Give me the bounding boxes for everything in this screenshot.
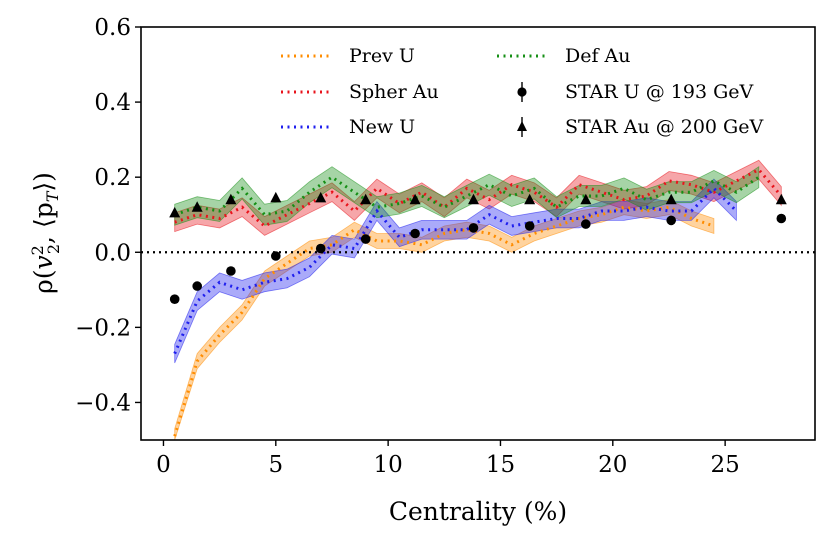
legend-marker-star-u — [517, 87, 527, 97]
point-star-u-193-gev — [192, 281, 202, 291]
x-axis-label: Centrality (%) — [389, 497, 567, 526]
point-star-u-193-gev — [315, 243, 326, 254]
line-new-u — [173, 186, 738, 355]
line-prev-u — [173, 205, 715, 437]
x-tick-label: 15 — [486, 452, 515, 478]
series-lines — [173, 167, 783, 437]
y-tick-label: 0.4 — [94, 90, 131, 116]
y-tick-label: 0.2 — [94, 165, 131, 191]
x-tick-label: 0 — [156, 452, 171, 478]
plot-frame — [140, 26, 816, 441]
point-star-u-193-gev — [169, 294, 180, 305]
point-star-au-200-gev — [580, 193, 592, 205]
y-tick-label: 0.6 — [94, 15, 131, 41]
legend-label-star-au: STAR Au @ 200 GeV — [565, 116, 763, 138]
legend-label-spher-au: Spher Au — [349, 81, 439, 103]
point-star-u-193-gev — [581, 219, 591, 229]
confidence-bands — [174, 159, 782, 441]
y-axis-label: ρ(v22, ⟨pT⟩) — [28, 172, 63, 294]
point-star-au-200-gev — [665, 193, 677, 205]
point-star-au-200-gev — [315, 191, 327, 203]
x-tick-label: 25 — [710, 452, 739, 478]
legend: Prev U Spher Au New U Def Au STAR U @ 19… — [281, 45, 763, 138]
point-star-u-193-gev — [468, 223, 479, 233]
y-tick-label: −0.2 — [75, 315, 131, 341]
data-markers — [169, 191, 787, 305]
legend-label-def-au: Def Au — [565, 45, 631, 67]
x-tick-label: 20 — [598, 452, 627, 478]
legend-label-prev-u: Prev U — [349, 45, 415, 67]
point-star-au-200-gev — [225, 193, 237, 205]
legend-marker-star-au — [517, 121, 527, 131]
point-star-u-193-gev — [271, 251, 281, 261]
point-star-au-200-gev — [409, 193, 421, 205]
y-tick-label: 0.0 — [94, 240, 131, 266]
point-star-u-193-gev — [226, 266, 236, 276]
band-new-u — [174, 178, 737, 364]
point-star-u-193-gev — [666, 215, 676, 226]
legend-label-star-u: STAR U @ 193 GeV — [565, 81, 754, 103]
band-def-au — [174, 165, 760, 226]
point-star-u-193-gev — [524, 221, 535, 231]
line-spher-au — [174, 167, 783, 228]
legend-label-new-u: New U — [349, 116, 415, 138]
point-star-u-193-gev — [360, 234, 371, 244]
y-tick-label: −0.4 — [75, 390, 131, 416]
point-star-u-193-gev — [776, 213, 787, 224]
y-axis-ticks: −0.4 −0.2 0.0 0.2 0.4 0.6 — [75, 15, 141, 416]
point-star-au-200-gev — [169, 206, 181, 218]
point-star-au-200-gev — [270, 191, 282, 203]
x-tick-label: 10 — [373, 452, 402, 478]
point-star-au-200-gev — [775, 193, 787, 205]
point-star-au-200-gev — [524, 193, 536, 205]
x-tick-label: 5 — [268, 452, 283, 478]
point-star-u-193-gev — [410, 228, 420, 239]
point-star-au-200-gev — [360, 193, 372, 205]
point-star-au-200-gev — [191, 201, 203, 212]
band-spher-au — [174, 159, 782, 236]
x-axis-ticks: 0 5 10 15 20 25 — [156, 440, 740, 478]
point-star-au-200-gev — [468, 193, 480, 205]
